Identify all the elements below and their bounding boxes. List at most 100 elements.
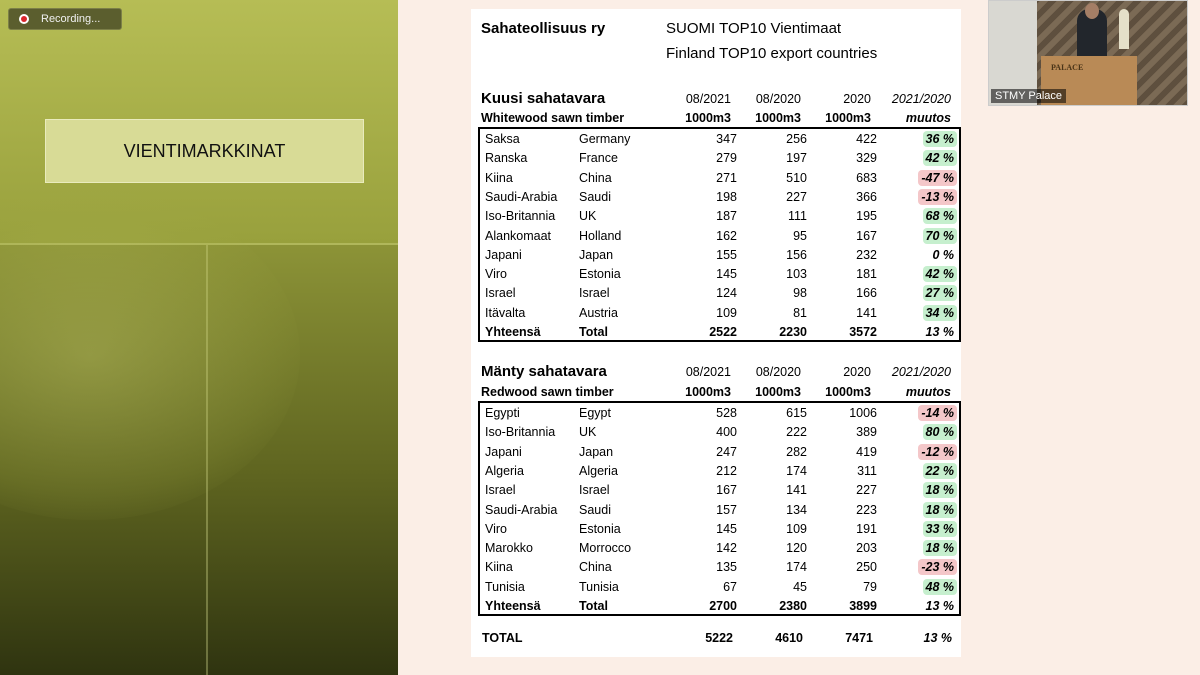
pine-col-header-2: 08/2020: [755, 365, 801, 379]
table-row: Japani Japan 155 156 232 0 %: [480, 247, 963, 266]
value-2020: 1006: [849, 406, 877, 420]
org-name: Sahateollisuus ry: [481, 20, 606, 37]
country-name-fi: Yhteensä: [485, 599, 541, 613]
change-percent: 18 %: [922, 482, 957, 498]
table-row: Saksa Germany 347 256 422 36 %: [480, 131, 963, 150]
value-08-2020: 156: [786, 248, 807, 262]
value-2020: 683: [856, 171, 877, 185]
value-2020: 227: [856, 483, 877, 497]
value-08-2020: 2380: [779, 599, 807, 613]
table-row: Viro Estonia 145 109 191 33 %: [480, 521, 963, 540]
video-speaker-head: [1085, 3, 1099, 19]
country-name-fi: Saudi-Arabia: [485, 190, 558, 204]
value-08-2020: 134: [786, 503, 807, 517]
value-2020: 250: [856, 560, 877, 574]
spruce-unit-header-2: 1000m3: [755, 111, 801, 125]
value-08-2020: 256: [786, 132, 807, 146]
country-name-en: Morrocco: [579, 541, 632, 555]
table-row: Israel Israel 124 98 166 27 %: [480, 285, 963, 304]
record-icon: [19, 14, 29, 24]
country-name-fi: Saudi-Arabia: [485, 503, 558, 517]
table-row: Kiina China 135 174 250 -23 %: [480, 559, 963, 578]
grand-total-row: TOTAL 5222 4610 7471 13 %: [478, 631, 961, 651]
table-row: Israel Israel 167 141 227 18 %: [480, 482, 963, 501]
value-08-2020: 103: [786, 267, 807, 281]
change-percent: 33 %: [922, 521, 957, 537]
table-row: Iso-Britannia UK 187 111 195 68 %: [480, 208, 963, 227]
country-name-en: Algeria: [579, 464, 618, 478]
country-name-en: Total: [579, 325, 608, 339]
value-08-2020: 95: [793, 229, 807, 243]
slide-section-title: VIENTIMARKKINAT: [45, 119, 364, 183]
change-percent: 0 %: [932, 248, 954, 262]
country-name-en: Estonia: [579, 522, 621, 536]
country-name-en: UK: [579, 209, 597, 223]
value-08-2021: 528: [716, 406, 737, 420]
spruce-table: Saksa Germany 347 256 422 36 % Ranska France 279…: [478, 127, 961, 342]
table-row: Marokko Morrocco 142 120 203 18 %: [480, 540, 963, 559]
value-2020: 141: [856, 306, 877, 320]
country-name-en: UK: [579, 425, 597, 439]
speaker-video-thumbnail[interactable]: PALACE STMY Palace: [988, 0, 1188, 106]
country-name-fi: Japani: [485, 248, 522, 262]
pine-unit-header-2: 1000m3: [755, 385, 801, 399]
country-name-fi: Israel: [485, 286, 516, 300]
country-name-fi: Itävalta: [485, 306, 526, 320]
value-2020: 232: [856, 248, 877, 262]
table-row: Itävalta Austria 109 81 141 34 %: [480, 305, 963, 324]
spruce-col-header-3: 2020: [843, 92, 871, 106]
value-08-2021: 142: [716, 541, 737, 555]
country-name-fi: Kiina: [485, 171, 513, 185]
value-2020: 419: [856, 445, 877, 459]
recording-indicator[interactable]: Recording...: [8, 8, 122, 30]
participant-name-label: STMY Palace: [991, 89, 1067, 103]
value-08-2021: 135: [716, 560, 737, 574]
header-line-2: Finland TOP10 export countries: [666, 45, 878, 62]
country-name-en: Egypt: [579, 406, 611, 420]
value-08-2020: 197: [786, 151, 807, 165]
header-line-1: SUOMI TOP10 Vientimaat: [666, 20, 842, 37]
table-row: Viro Estonia 145 103 181 42 %: [480, 266, 963, 285]
value-08-2021: 167: [716, 483, 737, 497]
spruce-unit-header-3: 1000m3: [825, 111, 871, 125]
country-name-fi: Saksa: [485, 132, 520, 146]
country-name-en: Austria: [579, 306, 618, 320]
pine-table: Egypti Egypt 528 615 1006 -14 % Iso-Britannia U…: [478, 401, 961, 616]
spruce-unit-header-4: muutos: [905, 111, 951, 125]
grand-total-label: TOTAL: [482, 631, 523, 645]
change-percent: 13 %: [925, 325, 955, 339]
change-percent: 80 %: [922, 424, 957, 440]
country-name-en: Tunisia: [579, 580, 619, 594]
value-08-2020: 174: [786, 560, 807, 574]
table-row: Saudi-Arabia Saudi 157 134 223 18 %: [480, 502, 963, 521]
value-2020: 79: [863, 580, 877, 594]
change-percent: 22 %: [922, 463, 957, 479]
value-2020: 195: [856, 209, 877, 223]
country-name-fi: Alankomaat: [485, 229, 552, 243]
pine-section-title: Mänty sahatavara: [481, 363, 607, 380]
value-08-2021: 162: [716, 229, 737, 243]
pine-col-header-3: 2020: [843, 365, 871, 379]
value-08-2020: 111: [787, 209, 807, 223]
table-row: Algeria Algeria 212 174 311 22 %: [480, 463, 963, 482]
country-name-en: Estonia: [579, 267, 621, 281]
change-percent: 13 %: [925, 599, 955, 613]
country-name-en: China: [579, 171, 612, 185]
country-name-fi: Viro: [485, 267, 508, 281]
video-podium-text: PALACE: [1051, 63, 1084, 72]
grand-total-value-2: 4610: [775, 631, 803, 645]
value-08-2021: 347: [716, 132, 737, 146]
value-08-2021: 198: [716, 190, 737, 204]
value-08-2021: 109: [716, 306, 737, 320]
country-name-fi: Marokko: [485, 541, 533, 555]
value-08-2021: 247: [716, 445, 737, 459]
value-08-2020: 2230: [779, 325, 807, 339]
country-name-fi: Iso-Britannia: [485, 425, 556, 439]
grand-total-value-3: 7471: [845, 631, 873, 645]
value-08-2020: 282: [786, 445, 807, 459]
value-08-2020: 615: [786, 406, 807, 420]
value-08-2021: 187: [716, 209, 737, 223]
value-2020: 191: [856, 522, 877, 536]
table-row: Alankomaat Holland 162 95 167 70 %: [480, 228, 963, 247]
change-percent: 27 %: [922, 285, 957, 301]
